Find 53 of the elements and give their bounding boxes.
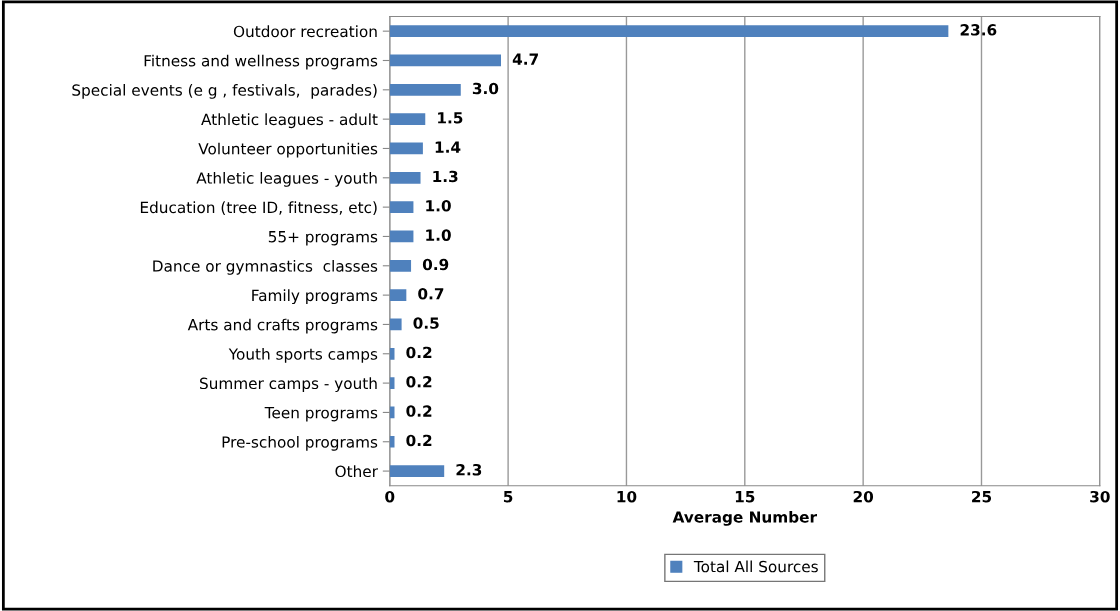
- y-tick-label: Arts and crafts programs: [187, 318, 378, 334]
- bar: [389, 113, 426, 126]
- data-label: 1.5: [438, 112, 463, 124]
- y-tick-label: Pre-school programs: [222, 435, 378, 451]
- bar: [389, 54, 502, 67]
- x-tick-label: 25: [972, 490, 992, 503]
- x-tick-label: 15: [735, 491, 755, 503]
- y-tick-label: Other: [335, 465, 378, 478]
- data-label: 1.4: [435, 141, 461, 153]
- y-tick-label: 55+ programs: [268, 231, 378, 246]
- x-tick-label: 10: [617, 490, 637, 503]
- bar: [389, 465, 445, 477]
- y-tick-label: Outdoor recreation: [233, 25, 377, 38]
- data-label: 23.6: [960, 24, 997, 36]
- bar: [389, 142, 423, 155]
- bar: [389, 289, 407, 301]
- y-tick-label: Youth sports camps: [228, 347, 378, 363]
- data-label: 1.0: [426, 229, 451, 241]
- data-label: 3.0: [472, 82, 499, 95]
- data-label: 0.2: [406, 346, 432, 359]
- data-label: 0.9: [422, 258, 449, 271]
- bar: [389, 171, 421, 184]
- data-label: 1.3: [433, 170, 458, 183]
- x-axis-title: Average Number: [672, 510, 817, 526]
- data-label: 0.7: [418, 287, 444, 300]
- y-tick-label: Education (tree ID, fitness, etc): [140, 201, 377, 215]
- bar: [389, 201, 414, 213]
- data-label: 2.3: [456, 463, 482, 476]
- bar: [389, 230, 414, 243]
- bar: [389, 318, 402, 331]
- bar: [389, 25, 949, 38]
- y-tick-label: Athletic leagues - youth: [196, 172, 377, 187]
- data-label: 1.0: [426, 200, 451, 212]
- data-label: 0.5: [413, 317, 439, 329]
- y-tick-label: Athletic leagues - adult: [201, 113, 378, 129]
- y-tick-label: Summer camps - youth: [200, 377, 377, 393]
- legend-label: Total All Sources: [693, 560, 818, 573]
- y-tick-label: Fitness and wellness programs: [144, 54, 378, 70]
- y-tick-label: Dance or gymnastics classes: [153, 259, 378, 275]
- data-label: 0.2: [406, 375, 432, 388]
- bar: [389, 259, 412, 272]
- x-tick-label: 30: [1090, 490, 1110, 503]
- y-tick-label: Special events (e g , festivals, parades): [72, 84, 377, 99]
- x-tick-label: 5: [503, 491, 513, 503]
- bar: [389, 83, 461, 96]
- y-tick-label: Volunteer opportunities: [198, 142, 378, 158]
- data-label: 0.2: [406, 434, 432, 447]
- data-label: 4.7: [512, 53, 538, 65]
- x-tick-label: 0: [385, 490, 395, 503]
- data-label: 0.2: [406, 405, 432, 417]
- y-tick-label: Teen programs: [264, 407, 378, 422]
- y-tick-label: Family programs: [252, 289, 378, 305]
- x-tick-label: 20: [853, 490, 874, 503]
